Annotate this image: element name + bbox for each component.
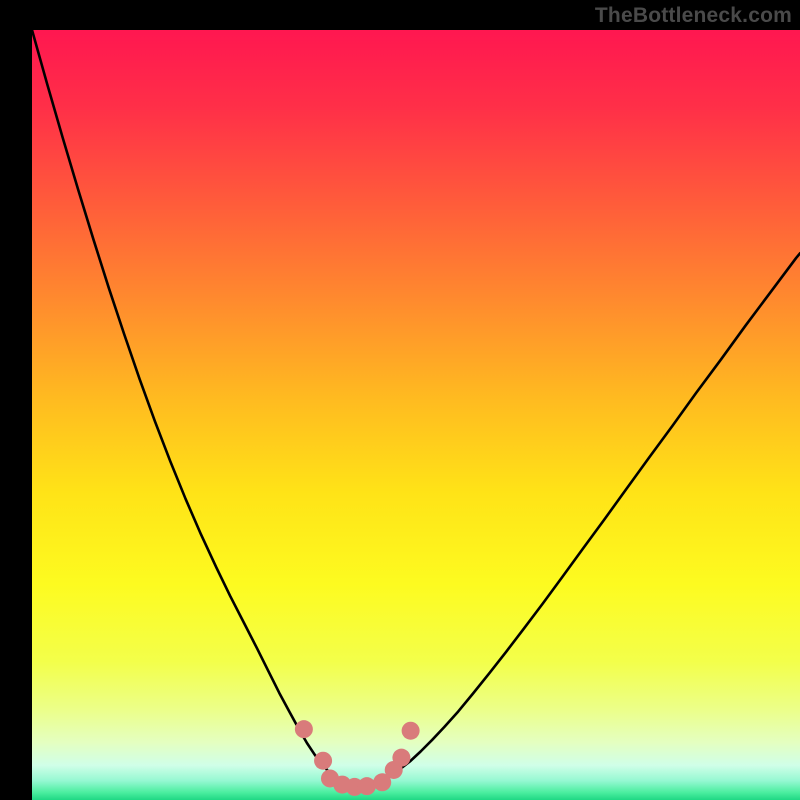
curve-marker xyxy=(392,749,410,767)
curve-marker xyxy=(402,722,420,740)
gradient-background xyxy=(32,30,800,800)
curve-marker xyxy=(314,752,332,770)
curve-marker xyxy=(295,720,313,738)
watermark-text: TheBottleneck.com xyxy=(595,4,792,28)
plot-area xyxy=(32,30,800,800)
chart-frame: TheBottleneck.com xyxy=(0,0,800,800)
plot-svg xyxy=(32,30,800,800)
curve-marker xyxy=(358,777,376,795)
